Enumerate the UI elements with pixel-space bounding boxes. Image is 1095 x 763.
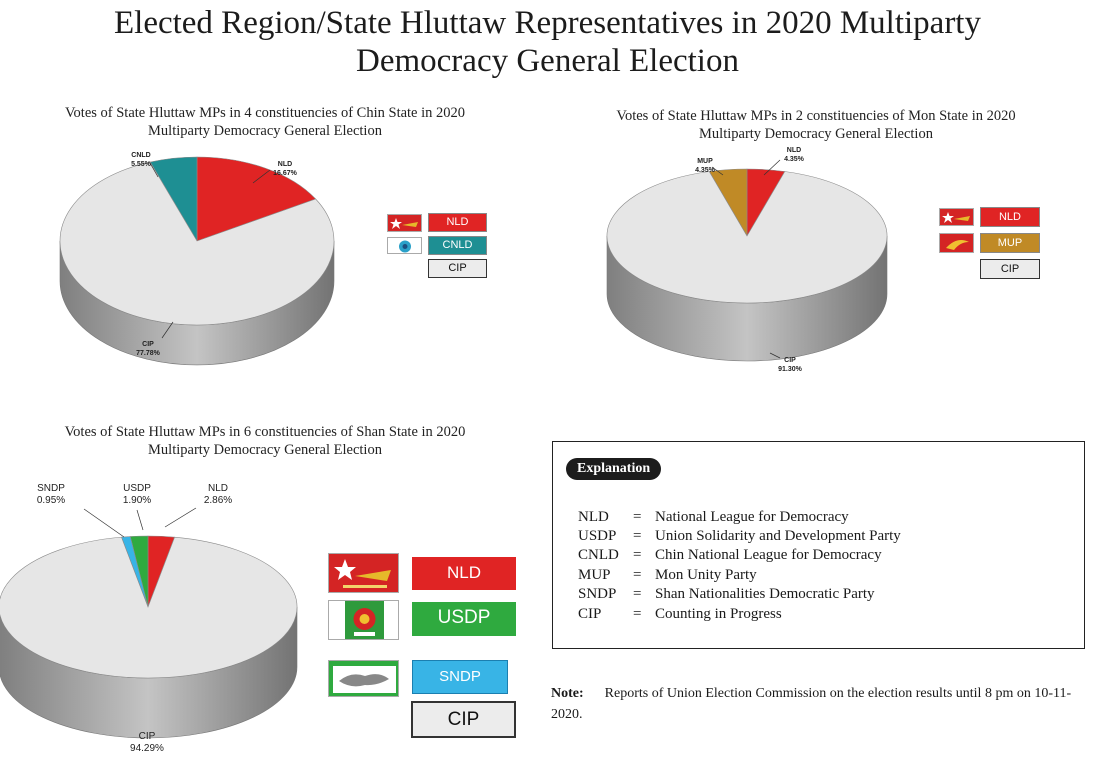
legend-mup-mon: MUP [980,233,1040,253]
explanation-full: Union Solidarity and Development Party [655,528,901,544]
explanation-box: Explanation NLD = National League for De… [552,441,1085,649]
legend-cnld-chin: CNLD [428,236,487,255]
leader-line-nld [164,507,197,528]
explanation-abbr: NLD [578,509,609,525]
nld-flag-icon [328,553,399,593]
legend-nld-shan: NLD [412,557,516,590]
note-label: Note: [551,686,584,701]
explanation-equals: = [633,606,642,622]
explanation-heading: Explanation [566,458,662,480]
slice-percent-sndp: 0.95% [37,495,65,506]
slice-percent-cip: 77.78% [136,350,161,357]
leader-line-nld [763,159,781,176]
legend-nld-chin: NLD [428,213,487,232]
legend-cip-mon: CIP [980,259,1040,279]
legend-cip-shan: CIP [411,701,516,738]
explanation-equals: = [633,528,642,544]
explanation-full: National League for Democracy [655,509,849,525]
leader-line-usdp [136,509,144,531]
slice-percent-nld: 2.86% [204,495,232,506]
mup-flag-icon [939,233,974,253]
slice-label-mup: MUP [697,158,713,165]
slice-percent-usdp: 1.90% [123,495,151,506]
page-title: Elected Region/State Hluttaw Representat… [0,4,1095,80]
pie-slice-nld [196,156,317,242]
shan-chart-title: Votes of State Hluttaw MPs in 6 constitu… [22,423,508,459]
explanation-abbr: USDP [578,528,617,544]
pie-group-1: NLD 4.35% MUP 4.35% CIP 91.30% [606,147,888,373]
explanation-abbr: CNLD [578,547,619,563]
explanation-abbr: MUP [578,567,611,583]
explanation-full: Counting in Progress [655,606,782,622]
slice-percent-mup: 4.35% [695,167,716,174]
explanation-equals: = [633,509,642,525]
leader-line-sndp [83,508,125,538]
leader-line-cip [769,352,781,359]
nld-flag-icon [939,208,974,226]
slice-percent-nld: 16.67% [273,170,298,177]
explanation-abbr: CIP [578,606,602,622]
slice-percent-cnld: 5.55% [131,161,152,168]
slice-label-cnld: CNLD [131,152,150,159]
chin-chart-title-line1: Votes of State Hluttaw MPs in 4 constitu… [64,105,466,121]
mon-chart-title-line1: Votes of State Hluttaw MPs in 2 constitu… [616,108,1016,124]
shan-chart-title-line2: Multiparty Democracy General Election [148,442,382,458]
nld-flag-icon [387,214,422,232]
leader-line-nld [252,169,271,184]
explanation-full: Mon Unity Party [655,567,757,583]
pie-slice-cip [606,171,888,304]
slice-label-cip: CIP [139,731,156,742]
page-title-line1: Elected Region/State Hluttaw Representat… [114,5,981,41]
slice-label-nld: NLD [208,483,228,494]
mon-chart-title: Votes of State Hluttaw MPs in 2 constitu… [575,107,1057,143]
legend-nld-mon: NLD [980,207,1040,227]
source-note: Note: Reports of Union Election Commissi… [551,683,1081,725]
slice-label-sndp: SNDP [37,483,65,494]
legend-usdp-shan: USDP [412,602,516,636]
cnld-flag-icon [387,237,422,254]
explanation-full: Shan Nationalities Democratic Party [655,586,875,602]
slice-label-nld: NLD [787,147,801,154]
pie-slice-cip [59,161,335,326]
explanation-full: Chin National League for Democracy [655,547,882,563]
sndp-flag-icon [328,660,399,697]
slice-percent-nld: 4.35% [784,156,805,163]
slice-percent-cip: 94.29% [130,743,164,754]
slice-label-cip: CIP [784,357,796,364]
explanation-equals: = [633,567,642,583]
slice-label-cip: CIP [142,341,154,348]
explanation-abbr: SNDP [578,586,617,602]
leader-line-mup [711,166,724,176]
leader-line-cnld [149,162,159,178]
usdp-flag-icon [328,600,399,640]
pie-group-0: NLD 16.67% CNLD 5.55% CIP 77.78% [59,152,335,366]
slice-label-nld: NLD [278,161,292,168]
legend-cip-chin: CIP [428,259,487,278]
slice-percent-cip: 91.30% [778,366,803,373]
page-title-line2: Democracy General Election [356,43,739,79]
note-text: Reports of Union Election Commission on … [551,686,1072,722]
slice-label-usdp: USDP [123,483,151,494]
pie-slice-cip [0,536,298,679]
explanation-equals: = [633,586,642,602]
chin-chart-title-line2: Multiparty Democracy General Election [148,123,382,139]
chin-chart-title: Votes of State Hluttaw MPs in 4 constitu… [22,104,508,140]
leader-line-cip [161,321,174,339]
explanation-equals: = [633,547,642,563]
legend-sndp-shan: SNDP [412,660,508,694]
shan-chart-title-line1: Votes of State Hluttaw MPs in 6 constitu… [64,424,466,440]
mon-chart-title-line2: Multiparty Democracy General Election [699,126,933,142]
